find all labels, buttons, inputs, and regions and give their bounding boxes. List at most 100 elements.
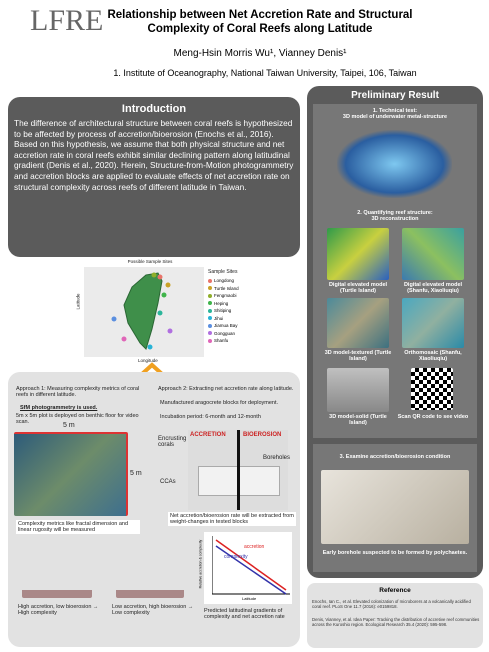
site-map: Possible Sample Sites Latitude Longitude… — [70, 259, 245, 367]
image-caption: 3D model-solid (Turtle Island) — [329, 414, 387, 426]
legend-item: Longdong — [208, 277, 239, 285]
authors: Meng-Hsin Morris Wu¹, Vianney Denis¹ — [173, 48, 347, 59]
legend-label: Jiamua Bay — [214, 323, 238, 328]
image-caption: Digital elevated model (Turtle Island) — [328, 282, 388, 294]
site-dot — [147, 344, 153, 350]
dem-image — [327, 228, 389, 280]
accretion-label: ACCRETION — [190, 432, 226, 438]
legend-swatch — [208, 316, 212, 321]
legend-title: Sample Sites — [208, 269, 238, 275]
section3-title: 3. Examine accretion/bioerosion conditio… — [339, 454, 451, 460]
boreholes-label: Boreholes — [263, 455, 291, 461]
site-dot — [111, 316, 117, 322]
legend-swatch — [208, 331, 212, 336]
legend-item: Turtle Island — [208, 285, 239, 293]
image-caption: Digital elevated model (Shanfu, Xiaoliuq… — [403, 282, 463, 294]
legend-item: Shanfu — [208, 337, 239, 345]
site-dot — [157, 310, 163, 316]
site-dot — [161, 292, 167, 298]
title: Relationship between Net Accretion Rate … — [107, 9, 413, 35]
plot-photo — [14, 432, 128, 516]
scenario-image — [22, 560, 92, 598]
intro-heading: Introduction — [121, 103, 187, 115]
intro-body: The difference of architectural structur… — [14, 118, 294, 192]
side-top: 5 m — [63, 422, 75, 429]
legend-swatch — [208, 308, 212, 313]
legend-item: Gongguan — [208, 330, 239, 338]
graph-plot — [212, 536, 290, 595]
legend-label: Longdong — [214, 278, 235, 283]
approach2-bullet: Incubation period: 6-month and 12-month — [160, 414, 261, 420]
textured-image — [327, 298, 389, 348]
map-title: Possible Sample Sites — [127, 259, 173, 264]
solid-image — [327, 368, 389, 412]
qr-code — [411, 368, 453, 410]
reference-item: Denis, Vianney, et al. Idea Paper: Track… — [312, 617, 480, 627]
approach2-bullet: Manufactured aragocrete blocks for deplo… — [160, 400, 279, 406]
divider — [237, 430, 240, 510]
legend-item: Jihui — [208, 315, 239, 323]
legend-swatch — [208, 286, 212, 291]
legend-item: Fengmaobi — [208, 292, 239, 300]
graph-x-label: Latitude — [242, 596, 257, 601]
legend-item: Heping — [208, 300, 239, 308]
graph-accretion: accretion — [244, 544, 265, 550]
chevron — [140, 362, 164, 376]
legend-label: Jihui — [214, 315, 224, 321]
gradient-graph: accretion complexity Relative accretion … — [198, 532, 292, 604]
legend-swatch — [208, 301, 212, 306]
reference-item: Enochs, Ian C., et al. Elevated coloniza… — [312, 599, 471, 609]
approach1-bullet: SfM photogrammetry is used. — [20, 405, 98, 411]
dem-image — [402, 228, 464, 280]
block-photo — [321, 470, 469, 544]
logo: LFRE — [30, 4, 104, 37]
image-caption: Orthomosaic (Shanfu, Xiaoliuqiu) — [404, 350, 462, 362]
legend-swatch — [208, 278, 212, 283]
approach2-text: Approach 2: Extracting net accretion rat… — [158, 386, 294, 392]
approach1-caption: Complexity metrics like fractal dimensio… — [16, 520, 140, 534]
image-caption: Scan QR code to see video — [397, 414, 469, 420]
results-box: Preliminary Result 1. Technical test: 3D… — [307, 86, 483, 578]
legend-label: Shitiping — [214, 308, 232, 313]
image-caption: 3D model-textured (Turtle Island) — [324, 350, 392, 362]
section3-caption: Early borehole suspected to be formed by… — [322, 550, 468, 556]
legend-label: Heping — [214, 300, 229, 306]
legend-label: Shanfu — [214, 338, 229, 343]
map-x-label: Longitude — [138, 358, 158, 363]
scenario-caption: High accretion, low bioerosion → High co… — [18, 604, 99, 616]
approach-box: Approach 1: Measuring complexity metrics… — [8, 372, 300, 647]
legend-item: Jiamua Bay — [208, 322, 239, 330]
legend-label: Fengmaobi — [214, 293, 237, 298]
approach1-text: Approach 1: Measuring complexity metrics… — [16, 386, 140, 398]
results-heading: Preliminary Result — [351, 90, 439, 101]
graph-y-label: Relative accretion & complexity — [198, 539, 203, 589]
scenario-image — [116, 566, 184, 598]
site-dot — [167, 328, 173, 334]
metal-model — [337, 130, 452, 198]
ccas-label: CCAs — [160, 479, 176, 485]
legend-label: Gongguan — [214, 330, 236, 336]
side-right: 5 m — [130, 470, 142, 477]
reference-heading: Reference — [379, 587, 411, 594]
legend-label: Turtle Island — [214, 285, 239, 291]
site-dot — [165, 282, 171, 288]
legend-swatch — [208, 293, 212, 298]
section1-title: 1. Technical test: 3D model of underwate… — [342, 108, 448, 120]
site-dot — [157, 274, 163, 280]
map-plot — [84, 267, 204, 357]
approach1-note: 5m x 5m plot is deployed on benthic floo… — [16, 413, 139, 425]
section2-title: 2. Quantifying reef structure: 3D recons… — [357, 210, 433, 222]
block-diagram: ACCRETION BIOEROSION — [188, 430, 288, 510]
corals-label: Encrusting corals — [158, 436, 187, 448]
legend-swatch — [208, 323, 212, 328]
scenario-caption: Predicted latitudinal gradients of compl… — [204, 608, 285, 620]
intro-box: Introduction The difference of architect… — [8, 97, 300, 257]
graph-complexity: complexity — [224, 554, 248, 560]
site-dot — [121, 336, 127, 342]
legend-item: Shitiping — [208, 307, 239, 315]
site-dot — [151, 272, 157, 278]
reference-box: Reference Enochs, Ian C., et al. Elevate… — [307, 583, 483, 648]
map-y-label: Latitude — [75, 293, 81, 310]
affiliation: 1. Institute of Oceanography, National T… — [113, 68, 417, 78]
